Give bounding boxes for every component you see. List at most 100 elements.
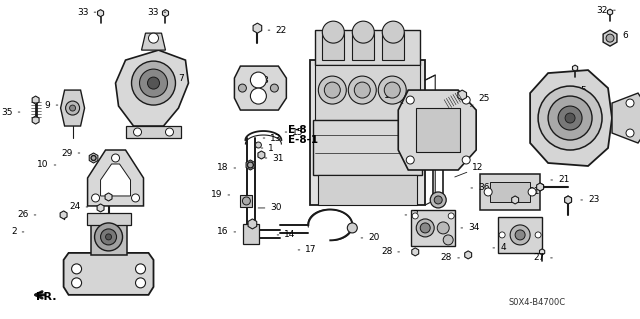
Polygon shape [465, 251, 472, 259]
Text: 30: 30 [258, 204, 282, 212]
Circle shape [626, 129, 634, 137]
Circle shape [528, 188, 536, 196]
Text: 35: 35 [1, 108, 20, 116]
Circle shape [510, 225, 530, 245]
Text: FR.: FR. [36, 292, 56, 302]
Circle shape [134, 128, 141, 136]
Circle shape [136, 264, 145, 274]
Circle shape [515, 230, 525, 240]
Bar [490, 182, 530, 202]
Bar [125, 126, 182, 138]
Polygon shape [141, 33, 166, 50]
Text: 5: 5 [572, 85, 586, 98]
Circle shape [250, 88, 266, 104]
Polygon shape [603, 30, 617, 46]
Polygon shape [163, 10, 168, 17]
Polygon shape [63, 253, 154, 295]
Circle shape [437, 222, 449, 234]
Polygon shape [607, 9, 612, 15]
Polygon shape [612, 93, 640, 143]
Circle shape [548, 96, 592, 140]
Text: 14: 14 [277, 230, 296, 240]
Circle shape [538, 86, 602, 150]
Text: 16: 16 [217, 227, 236, 236]
Text: 28: 28 [381, 248, 399, 256]
Text: 23: 23 [581, 196, 600, 204]
Polygon shape [97, 204, 104, 212]
Text: 15: 15 [285, 128, 304, 137]
Text: 32: 32 [596, 6, 615, 15]
Circle shape [406, 96, 414, 104]
Bar [316, 30, 420, 65]
Text: 29: 29 [61, 149, 80, 158]
Circle shape [565, 113, 575, 123]
Circle shape [147, 77, 159, 89]
Circle shape [250, 72, 266, 88]
Circle shape [412, 213, 418, 219]
Circle shape [499, 232, 505, 238]
Text: 21: 21 [551, 175, 570, 184]
Text: 18: 18 [217, 164, 236, 173]
Polygon shape [258, 151, 265, 159]
Text: 33: 33 [77, 8, 96, 17]
Bar [316, 65, 420, 120]
Circle shape [100, 229, 116, 245]
Text: 10: 10 [37, 160, 56, 169]
Circle shape [606, 34, 614, 42]
Circle shape [416, 219, 434, 237]
Bar [412, 210, 455, 246]
Circle shape [95, 223, 122, 251]
Polygon shape [530, 70, 612, 166]
Text: 25: 25 [470, 93, 490, 107]
Text: S0X4-B4700C: S0X4-B4700C [508, 298, 565, 307]
Circle shape [72, 264, 81, 274]
Text: 8: 8 [255, 76, 268, 85]
Text: E-8: E-8 [289, 125, 307, 135]
Text: 24: 24 [69, 203, 88, 211]
Polygon shape [32, 116, 39, 124]
Polygon shape [105, 193, 112, 201]
Text: 27: 27 [534, 253, 552, 263]
Text: 22: 22 [268, 26, 287, 35]
Polygon shape [116, 50, 188, 126]
Text: 36: 36 [471, 183, 490, 192]
Circle shape [378, 76, 406, 104]
Polygon shape [89, 153, 98, 163]
Circle shape [462, 96, 470, 104]
Polygon shape [412, 248, 419, 256]
Circle shape [324, 82, 340, 98]
Text: 9: 9 [45, 100, 58, 109]
Text: 17: 17 [298, 245, 317, 255]
Circle shape [136, 278, 145, 288]
Bar [241, 195, 252, 207]
Polygon shape [398, 90, 476, 170]
Circle shape [535, 232, 541, 238]
Polygon shape [88, 150, 143, 206]
Text: 20: 20 [361, 234, 380, 242]
Polygon shape [246, 160, 255, 170]
Polygon shape [61, 90, 84, 126]
Circle shape [323, 21, 344, 43]
Text: 3: 3 [405, 211, 418, 219]
Text: 31: 31 [521, 188, 540, 197]
Bar [91, 223, 127, 255]
Circle shape [65, 101, 79, 115]
Circle shape [70, 105, 76, 111]
Circle shape [248, 162, 253, 168]
Circle shape [239, 84, 246, 92]
Text: 12: 12 [455, 164, 484, 177]
Bar [314, 120, 422, 175]
Bar [86, 213, 131, 225]
Bar [416, 108, 460, 152]
Circle shape [382, 21, 404, 43]
Circle shape [462, 156, 470, 164]
Circle shape [348, 76, 376, 104]
Polygon shape [100, 164, 131, 196]
Polygon shape [60, 211, 67, 219]
Circle shape [420, 223, 430, 233]
Polygon shape [234, 66, 286, 110]
Circle shape [484, 188, 492, 196]
Text: E-8-1: E-8-1 [289, 135, 319, 145]
Polygon shape [540, 249, 545, 255]
Text: 19: 19 [211, 190, 230, 199]
